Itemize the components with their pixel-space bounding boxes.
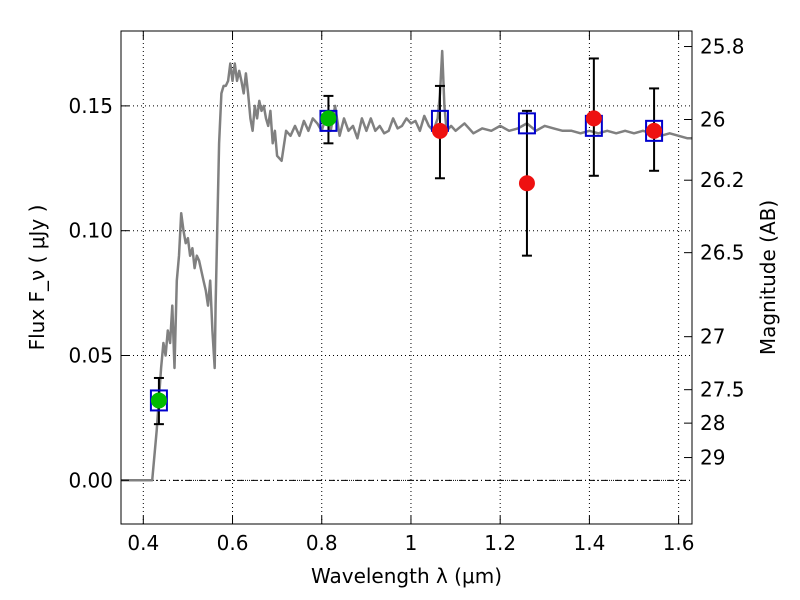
- x-axis-label: Wavelength λ (μm): [311, 564, 502, 588]
- data-point-marker: [150, 392, 167, 409]
- model-square-marker: [517, 112, 536, 135]
- model-photometry-squares: [149, 109, 664, 412]
- right-tick-label: 26.2: [700, 168, 745, 192]
- right-tick-label: 28: [700, 411, 725, 435]
- y-tick-label: 0.15: [68, 94, 113, 118]
- x-tick-label: 1.4: [573, 531, 605, 555]
- data-point-marker: [585, 110, 602, 127]
- data-point-marker: [431, 122, 448, 139]
- right-tick-label: 29: [700, 446, 725, 470]
- x-tick-label: 0.8: [306, 531, 338, 555]
- spectrum-line: [121, 49, 692, 482]
- data-point-marker: [518, 175, 535, 192]
- right-tick-label: 27: [700, 325, 725, 349]
- x-tick-label: 0.6: [217, 531, 249, 555]
- y-axis-label: Flux F_ν ( μJy ): [25, 205, 49, 351]
- right-tick-label: 26.5: [700, 241, 745, 265]
- x-tick-label: 1.6: [663, 531, 695, 555]
- x-tick-label: 0.4: [127, 531, 159, 555]
- x-tick-label: 1.2: [484, 531, 516, 555]
- y-tick-label: 0.00: [68, 468, 113, 492]
- x-tick-label: 1: [405, 531, 418, 555]
- plot-frame: [120, 30, 693, 525]
- right-tick-label: 26: [700, 108, 725, 132]
- right-axis-label: Magnitude (AB): [756, 200, 780, 355]
- right-tick-label: 27.5: [700, 378, 745, 402]
- observed-points: [150, 110, 663, 409]
- y-tick-label: 0.05: [68, 344, 113, 368]
- grid-lines: [121, 31, 692, 524]
- y-tick-label: 0.10: [68, 219, 113, 243]
- data-point-marker: [646, 122, 663, 139]
- right-tick-label: 25.8: [700, 35, 745, 59]
- axis-ticks: 0.4 0.6 0.8 1 1.2 1.4 1.6 0.00 0.05 0.10 0.15 25.8 2…: [68, 31, 745, 555]
- model-spectrum: [121, 49, 692, 482]
- error-bars: [153, 57, 660, 426]
- data-point-marker: [320, 110, 337, 127]
